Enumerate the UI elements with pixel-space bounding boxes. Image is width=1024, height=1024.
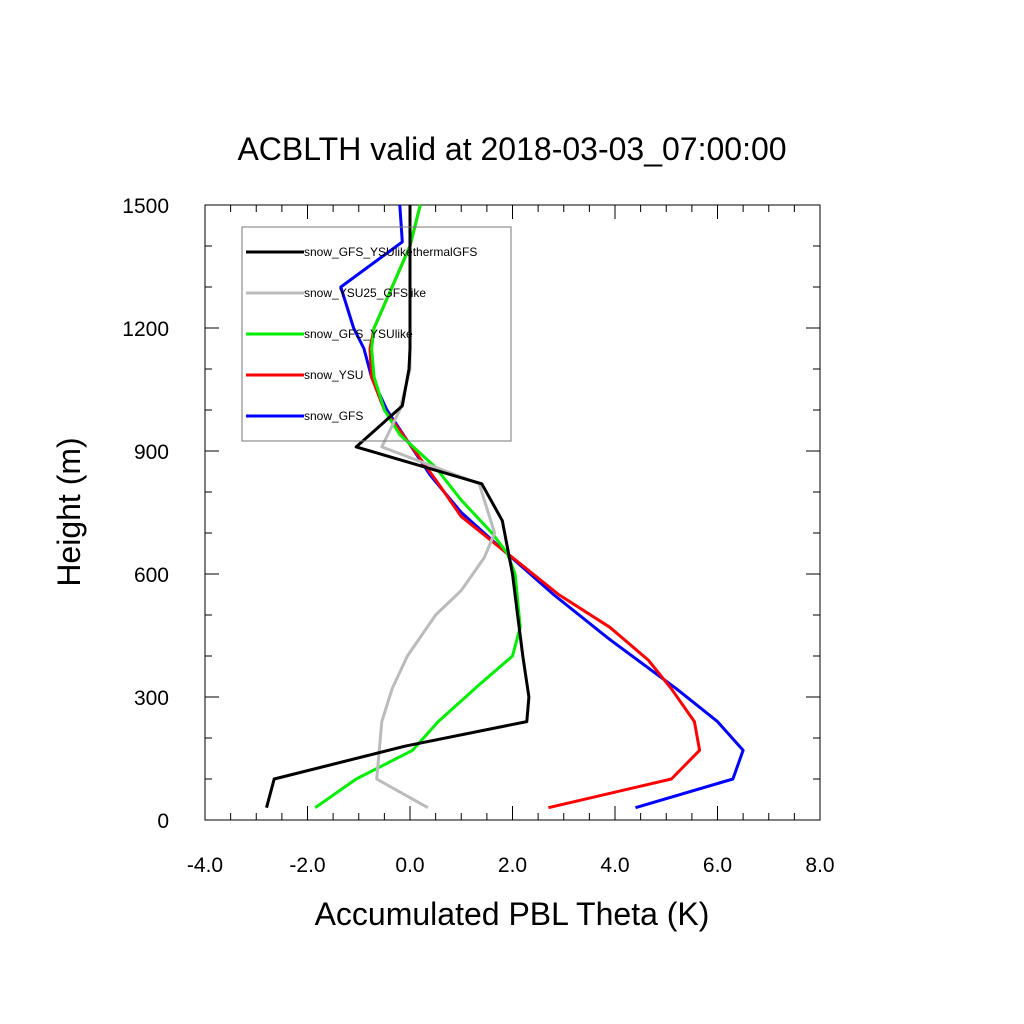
x-tick-label: 8.0	[805, 854, 834, 877]
x-axis-label: Accumulated PBL Theta (K)	[315, 896, 710, 932]
axis-ticks: -4.0 -2.0 0.0 2.0 4.0 6.0 8.0 0 300 600 900 1200 150…	[122, 195, 834, 877]
x-tick-label: 2.0	[498, 854, 527, 877]
legend-box	[241, 226, 512, 442]
legend-label: snow_GFS_YSUlike	[304, 327, 413, 341]
legend-label: snow_GFS_YSUlikethermalGFS	[304, 245, 477, 259]
legend-label: snow_GFS	[304, 409, 363, 423]
y-tick-label: 1500	[122, 195, 169, 218]
y-tick-label: 900	[134, 441, 169, 464]
series-line-snow_GFS	[339, 204, 745, 810]
x-tick-label: 6.0	[703, 854, 732, 877]
y-axis-label: Height (m)	[51, 437, 87, 586]
y-tick-label: 1200	[122, 318, 169, 341]
legend-label: snow_YSU	[304, 368, 363, 382]
series-line-snow_GFS_YSUlikethermalGFS	[265, 205, 531, 809]
y-tick-label: 600	[134, 564, 169, 587]
x-tick-label: -4.0	[187, 854, 223, 877]
x-tick-label: 4.0	[600, 854, 629, 877]
chart-title: ACBLTH valid at 2018-03-03_07:00:00	[237, 131, 786, 167]
legend: snow_GFS_YSUlikethermalGFS snow_YSU25_GFS…	[241, 226, 512, 442]
series-line-snow_GFS_YSUlike	[314, 204, 522, 809]
x-tick-label: 0.0	[395, 854, 424, 877]
plot-border	[204, 204, 821, 821]
y-tick-label: 300	[134, 687, 169, 710]
x-tick-label: -2.0	[289, 854, 325, 877]
y-tick-label: 0	[157, 810, 169, 833]
series-layer	[265, 204, 745, 810]
plot-frame	[204, 204, 821, 821]
legend-label: snow_YSU25_GFSlike	[304, 286, 426, 300]
